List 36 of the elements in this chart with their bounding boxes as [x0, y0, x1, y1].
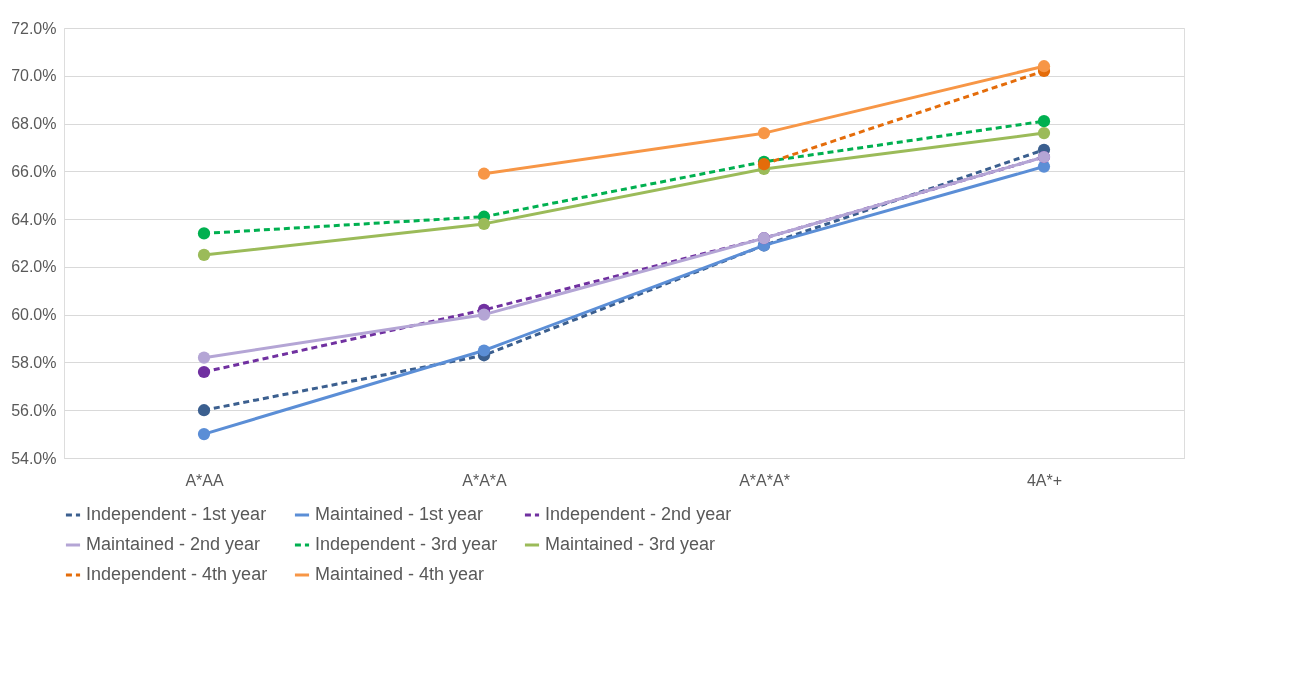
legend-label: Maintained - 4th year [315, 564, 485, 584]
point [197, 248, 211, 262]
point [477, 167, 491, 180]
point [1037, 127, 1051, 140]
y-tick-label: 58.0% [11, 353, 57, 371]
legend-label: Independent - 4th year [86, 564, 268, 584]
legend-label: Independent - 1st year [86, 504, 267, 524]
point [197, 428, 211, 441]
point [477, 217, 491, 230]
legend-label: Maintained - 1st year [315, 504, 484, 524]
legend-label: Maintained - 2nd year [86, 534, 261, 554]
x-tick-label: A*AA [185, 471, 224, 489]
point [1037, 60, 1051, 73]
point [477, 344, 491, 357]
y-tick-label: 70.0% [11, 67, 57, 85]
y-tick-label: 68.0% [11, 115, 57, 133]
point [757, 127, 771, 140]
y-tick-label: 56.0% [11, 401, 57, 419]
x-tick-label: 4A*+ [1026, 471, 1063, 489]
y-tick-label: 60.0% [11, 306, 57, 324]
point [197, 404, 211, 417]
y-tick-label: 66.0% [11, 162, 57, 180]
legend-label: Maintained - 3rd year [545, 534, 716, 554]
x-tick-label: A*A*A* [739, 471, 790, 489]
y-tick-label: 72.0% [11, 19, 57, 37]
x-tick-label: A*A*A [462, 471, 508, 489]
point [1037, 115, 1051, 128]
y-tick-label: 54.0% [11, 449, 57, 467]
y-tick-label: 64.0% [11, 210, 57, 228]
point [197, 227, 211, 240]
y-tick-label: 62.0% [11, 258, 57, 276]
legend-label: Independent - 3rd year [315, 534, 498, 554]
point [477, 308, 491, 321]
point [197, 351, 211, 364]
point [197, 365, 211, 379]
legend-label: Independent - 2nd year [545, 504, 732, 524]
